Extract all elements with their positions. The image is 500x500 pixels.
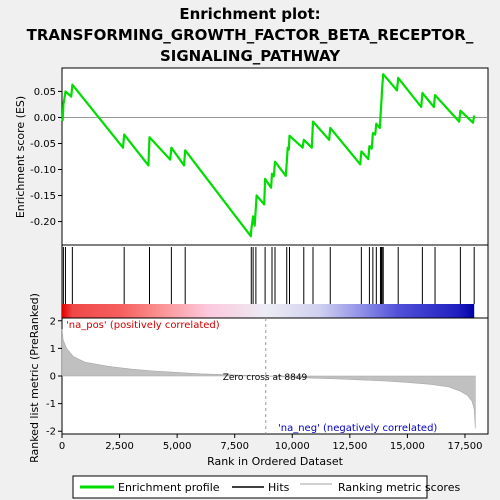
x-axis-ticks: 0 2,500 5,000 7,500 10,000 12,500 15,000 17,500 xyxy=(59,434,482,452)
ranking-metric-area xyxy=(61,328,476,429)
es-panel-frame xyxy=(61,67,489,246)
chart-title-line-1: Enrichment plot: xyxy=(179,5,320,23)
metric-y-axis-label: Ranked list metric (PreRanked) xyxy=(28,293,41,463)
metric-y-tick-label: -1 xyxy=(46,399,56,410)
x-tick-label: 17,500 xyxy=(447,441,482,452)
legend-hits-label: Hits xyxy=(268,481,290,494)
ranking-color-bar xyxy=(62,304,475,318)
es-y-axis-label: Enrichment score (ES) xyxy=(14,96,27,218)
es-y-tick-label: 0.00 xyxy=(34,113,56,124)
metric-y-tick-label: 0 xyxy=(50,372,56,383)
es-y-tick-label: -0.15 xyxy=(30,191,56,202)
legend: Enrichment profile Hits Ranking metric s… xyxy=(72,475,460,499)
legend-metric-label: Ranking metric scores xyxy=(338,481,460,494)
chart-title-line-2: TRANSFORMING_GROWTH_FACTOR_BETA_RECEPTOR… xyxy=(27,26,474,44)
zero-cross-label: Zero cross at 8849 xyxy=(223,373,308,383)
es-y-ticks: 0.05 0.00 -0.05 -0.10 -0.15 -0.20 xyxy=(30,87,62,228)
x-tick-label: 2,500 xyxy=(105,441,134,452)
x-tick-label: 10,000 xyxy=(275,441,310,452)
chart-title-line-3: SIGNALING_PATHWAY xyxy=(160,47,341,65)
es-y-tick-label: -0.20 xyxy=(30,217,56,228)
hit-markers xyxy=(62,247,475,304)
metric-y-tick-label: 1 xyxy=(50,344,56,355)
metric-y-ticks: 2 1 0 -1 -2 xyxy=(46,316,62,438)
positive-correlation-label: 'na_pos' (positively correlated) xyxy=(66,320,220,331)
es-y-tick-label: -0.05 xyxy=(30,139,56,150)
es-y-tick-label: 0.05 xyxy=(34,87,56,98)
x-tick-label: 15,000 xyxy=(390,441,425,452)
enrichment-profile-line xyxy=(60,73,476,238)
x-axis-label: Rank in Ordered Dataset xyxy=(207,455,344,468)
legend-enrichment-label: Enrichment profile xyxy=(118,481,220,494)
metric-y-tick-label: -2 xyxy=(46,427,56,438)
es-y-tick-label: -0.10 xyxy=(30,165,56,176)
metric-y-tick-label: 2 xyxy=(50,316,56,327)
negative-correlation-label: 'na_neg' (negatively correlated) xyxy=(278,423,437,434)
x-tick-label: 7,500 xyxy=(220,441,249,452)
x-tick-label: 0 xyxy=(59,441,65,452)
x-tick-label: 12,500 xyxy=(332,441,367,452)
x-tick-label: 5,000 xyxy=(163,441,192,452)
